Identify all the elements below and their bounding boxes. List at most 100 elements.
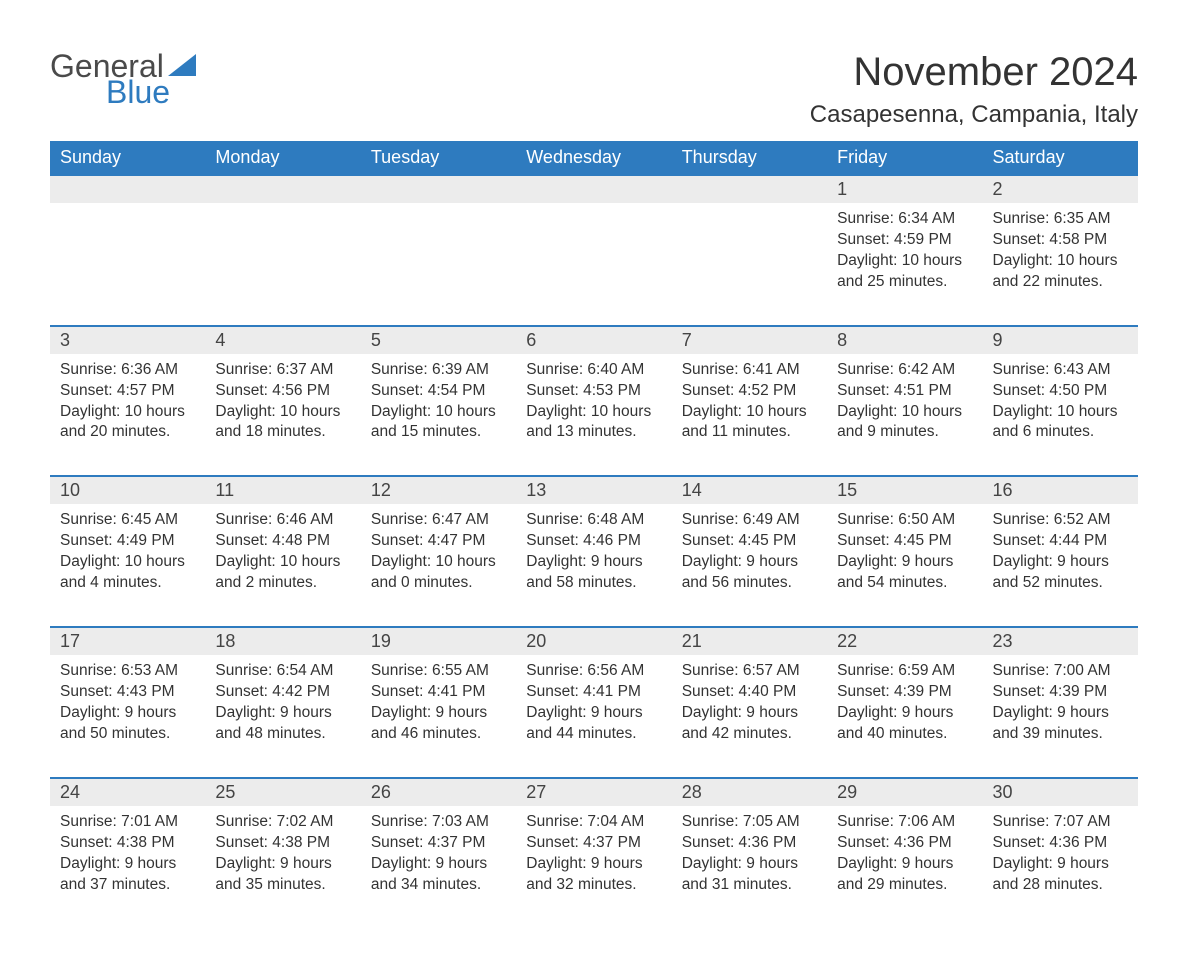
sunset-text: Sunset: 4:59 PM <box>837 230 972 251</box>
header: General Blue November 2024 Casapesenna, … <box>50 50 1138 129</box>
daylight-text-2: and 6 minutes. <box>993 422 1128 443</box>
day-details-cell <box>50 203 205 326</box>
logo-text-block: General Blue <box>50 50 196 108</box>
sunrise-text: Sunrise: 6:34 AM <box>837 209 972 230</box>
sunrise-text: Sunrise: 6:37 AM <box>215 360 350 381</box>
day-number-cell: 23 <box>983 627 1138 655</box>
sunset-text: Sunset: 4:38 PM <box>215 833 350 854</box>
sunset-text: Sunset: 4:51 PM <box>837 381 972 402</box>
daylight-text-2: and 18 minutes. <box>215 422 350 443</box>
day-details-cell: Sunrise: 7:05 AMSunset: 4:36 PMDaylight:… <box>672 806 827 928</box>
daylight-text-2: and 42 minutes. <box>682 724 817 745</box>
sunrise-text: Sunrise: 6:57 AM <box>682 661 817 682</box>
day-details-cell <box>205 203 360 326</box>
sunset-text: Sunset: 4:46 PM <box>526 531 661 552</box>
sunrise-text: Sunrise: 6:45 AM <box>60 510 195 531</box>
sunrise-text: Sunrise: 7:06 AM <box>837 812 972 833</box>
day-details-cell: Sunrise: 6:53 AMSunset: 4:43 PMDaylight:… <box>50 655 205 778</box>
day-number-cell <box>50 175 205 203</box>
daylight-text-1: Daylight: 9 hours <box>60 854 195 875</box>
day-details-cell: Sunrise: 6:43 AMSunset: 4:50 PMDaylight:… <box>983 354 1138 477</box>
day-details-row: Sunrise: 7:01 AMSunset: 4:38 PMDaylight:… <box>50 806 1138 928</box>
sunset-text: Sunset: 4:54 PM <box>371 381 506 402</box>
day-number-cell <box>516 175 671 203</box>
day-details-cell: Sunrise: 6:57 AMSunset: 4:40 PMDaylight:… <box>672 655 827 778</box>
daylight-text-2: and 32 minutes. <box>526 875 661 896</box>
daylight-text-2: and 29 minutes. <box>837 875 972 896</box>
day-number-cell: 10 <box>50 476 205 504</box>
daylight-text-2: and 37 minutes. <box>60 875 195 896</box>
day-details-row: Sunrise: 6:45 AMSunset: 4:49 PMDaylight:… <box>50 504 1138 627</box>
day-details-cell <box>361 203 516 326</box>
day-number-cell: 6 <box>516 326 671 354</box>
sunrise-text: Sunrise: 6:46 AM <box>215 510 350 531</box>
location-text: Casapesenna, Campania, Italy <box>810 101 1138 129</box>
daylight-text-2: and 25 minutes. <box>837 272 972 293</box>
daylight-text-1: Daylight: 9 hours <box>215 854 350 875</box>
daylight-text-2: and 13 minutes. <box>526 422 661 443</box>
day-details-cell: Sunrise: 6:55 AMSunset: 4:41 PMDaylight:… <box>361 655 516 778</box>
sunset-text: Sunset: 4:36 PM <box>993 833 1128 854</box>
day-details-cell: Sunrise: 6:35 AMSunset: 4:58 PMDaylight:… <box>983 203 1138 326</box>
sunset-text: Sunset: 4:39 PM <box>837 682 972 703</box>
day-number-cell: 9 <box>983 326 1138 354</box>
day-number-cell: 21 <box>672 627 827 655</box>
month-title: November 2024 <box>810 50 1138 95</box>
logo-text-blue: Blue <box>106 76 196 108</box>
sunset-text: Sunset: 4:41 PM <box>526 682 661 703</box>
sunrise-text: Sunrise: 6:52 AM <box>993 510 1128 531</box>
day-number-row: 10111213141516 <box>50 476 1138 504</box>
day-details-cell: Sunrise: 7:02 AMSunset: 4:38 PMDaylight:… <box>205 806 360 928</box>
daylight-text-1: Daylight: 9 hours <box>837 854 972 875</box>
sunset-text: Sunset: 4:36 PM <box>682 833 817 854</box>
day-number-cell: 7 <box>672 326 827 354</box>
daylight-text-2: and 35 minutes. <box>215 875 350 896</box>
day-number-cell <box>205 175 360 203</box>
sunrise-text: Sunrise: 7:04 AM <box>526 812 661 833</box>
day-details-row: Sunrise: 6:36 AMSunset: 4:57 PMDaylight:… <box>50 354 1138 477</box>
sunrise-text: Sunrise: 7:01 AM <box>60 812 195 833</box>
sunrise-text: Sunrise: 6:48 AM <box>526 510 661 531</box>
day-details-cell: Sunrise: 7:06 AMSunset: 4:36 PMDaylight:… <box>827 806 982 928</box>
sunrise-text: Sunrise: 6:39 AM <box>371 360 506 381</box>
day-number-cell: 2 <box>983 175 1138 203</box>
daylight-text-2: and 52 minutes. <box>993 573 1128 594</box>
daylight-text-1: Daylight: 9 hours <box>993 854 1128 875</box>
day-number-cell: 18 <box>205 627 360 655</box>
daylight-text-2: and 11 minutes. <box>682 422 817 443</box>
sunrise-text: Sunrise: 6:54 AM <box>215 661 350 682</box>
day-details-cell <box>672 203 827 326</box>
day-details-cell: Sunrise: 6:40 AMSunset: 4:53 PMDaylight:… <box>516 354 671 477</box>
day-number-cell: 13 <box>516 476 671 504</box>
day-details-row: Sunrise: 6:53 AMSunset: 4:43 PMDaylight:… <box>50 655 1138 778</box>
sunrise-text: Sunrise: 7:03 AM <box>371 812 506 833</box>
day-details-cell: Sunrise: 6:37 AMSunset: 4:56 PMDaylight:… <box>205 354 360 477</box>
daylight-text-1: Daylight: 10 hours <box>526 402 661 423</box>
daylight-text-2: and 56 minutes. <box>682 573 817 594</box>
sunset-text: Sunset: 4:37 PM <box>371 833 506 854</box>
daylight-text-2: and 28 minutes. <box>993 875 1128 896</box>
daylight-text-1: Daylight: 9 hours <box>682 703 817 724</box>
sunset-text: Sunset: 4:42 PM <box>215 682 350 703</box>
sunrise-text: Sunrise: 6:49 AM <box>682 510 817 531</box>
daylight-text-1: Daylight: 9 hours <box>60 703 195 724</box>
daylight-text-2: and 4 minutes. <box>60 573 195 594</box>
sunset-text: Sunset: 4:38 PM <box>60 833 195 854</box>
day-details-cell: Sunrise: 7:04 AMSunset: 4:37 PMDaylight:… <box>516 806 671 928</box>
daylight-text-1: Daylight: 10 hours <box>837 251 972 272</box>
day-number-cell: 29 <box>827 778 982 806</box>
daylight-text-1: Daylight: 10 hours <box>60 402 195 423</box>
daylight-text-2: and 40 minutes. <box>837 724 972 745</box>
daylight-text-2: and 31 minutes. <box>682 875 817 896</box>
sunset-text: Sunset: 4:52 PM <box>682 381 817 402</box>
daylight-text-1: Daylight: 10 hours <box>371 552 506 573</box>
day-number-cell: 12 <box>361 476 516 504</box>
daylight-text-1: Daylight: 9 hours <box>526 703 661 724</box>
day-details-cell: Sunrise: 6:41 AMSunset: 4:52 PMDaylight:… <box>672 354 827 477</box>
day-details-cell: Sunrise: 7:07 AMSunset: 4:36 PMDaylight:… <box>983 806 1138 928</box>
day-number-cell: 19 <box>361 627 516 655</box>
sunrise-text: Sunrise: 7:05 AM <box>682 812 817 833</box>
day-number-cell: 14 <box>672 476 827 504</box>
day-number-cell: 30 <box>983 778 1138 806</box>
day-details-cell: Sunrise: 6:50 AMSunset: 4:45 PMDaylight:… <box>827 504 982 627</box>
